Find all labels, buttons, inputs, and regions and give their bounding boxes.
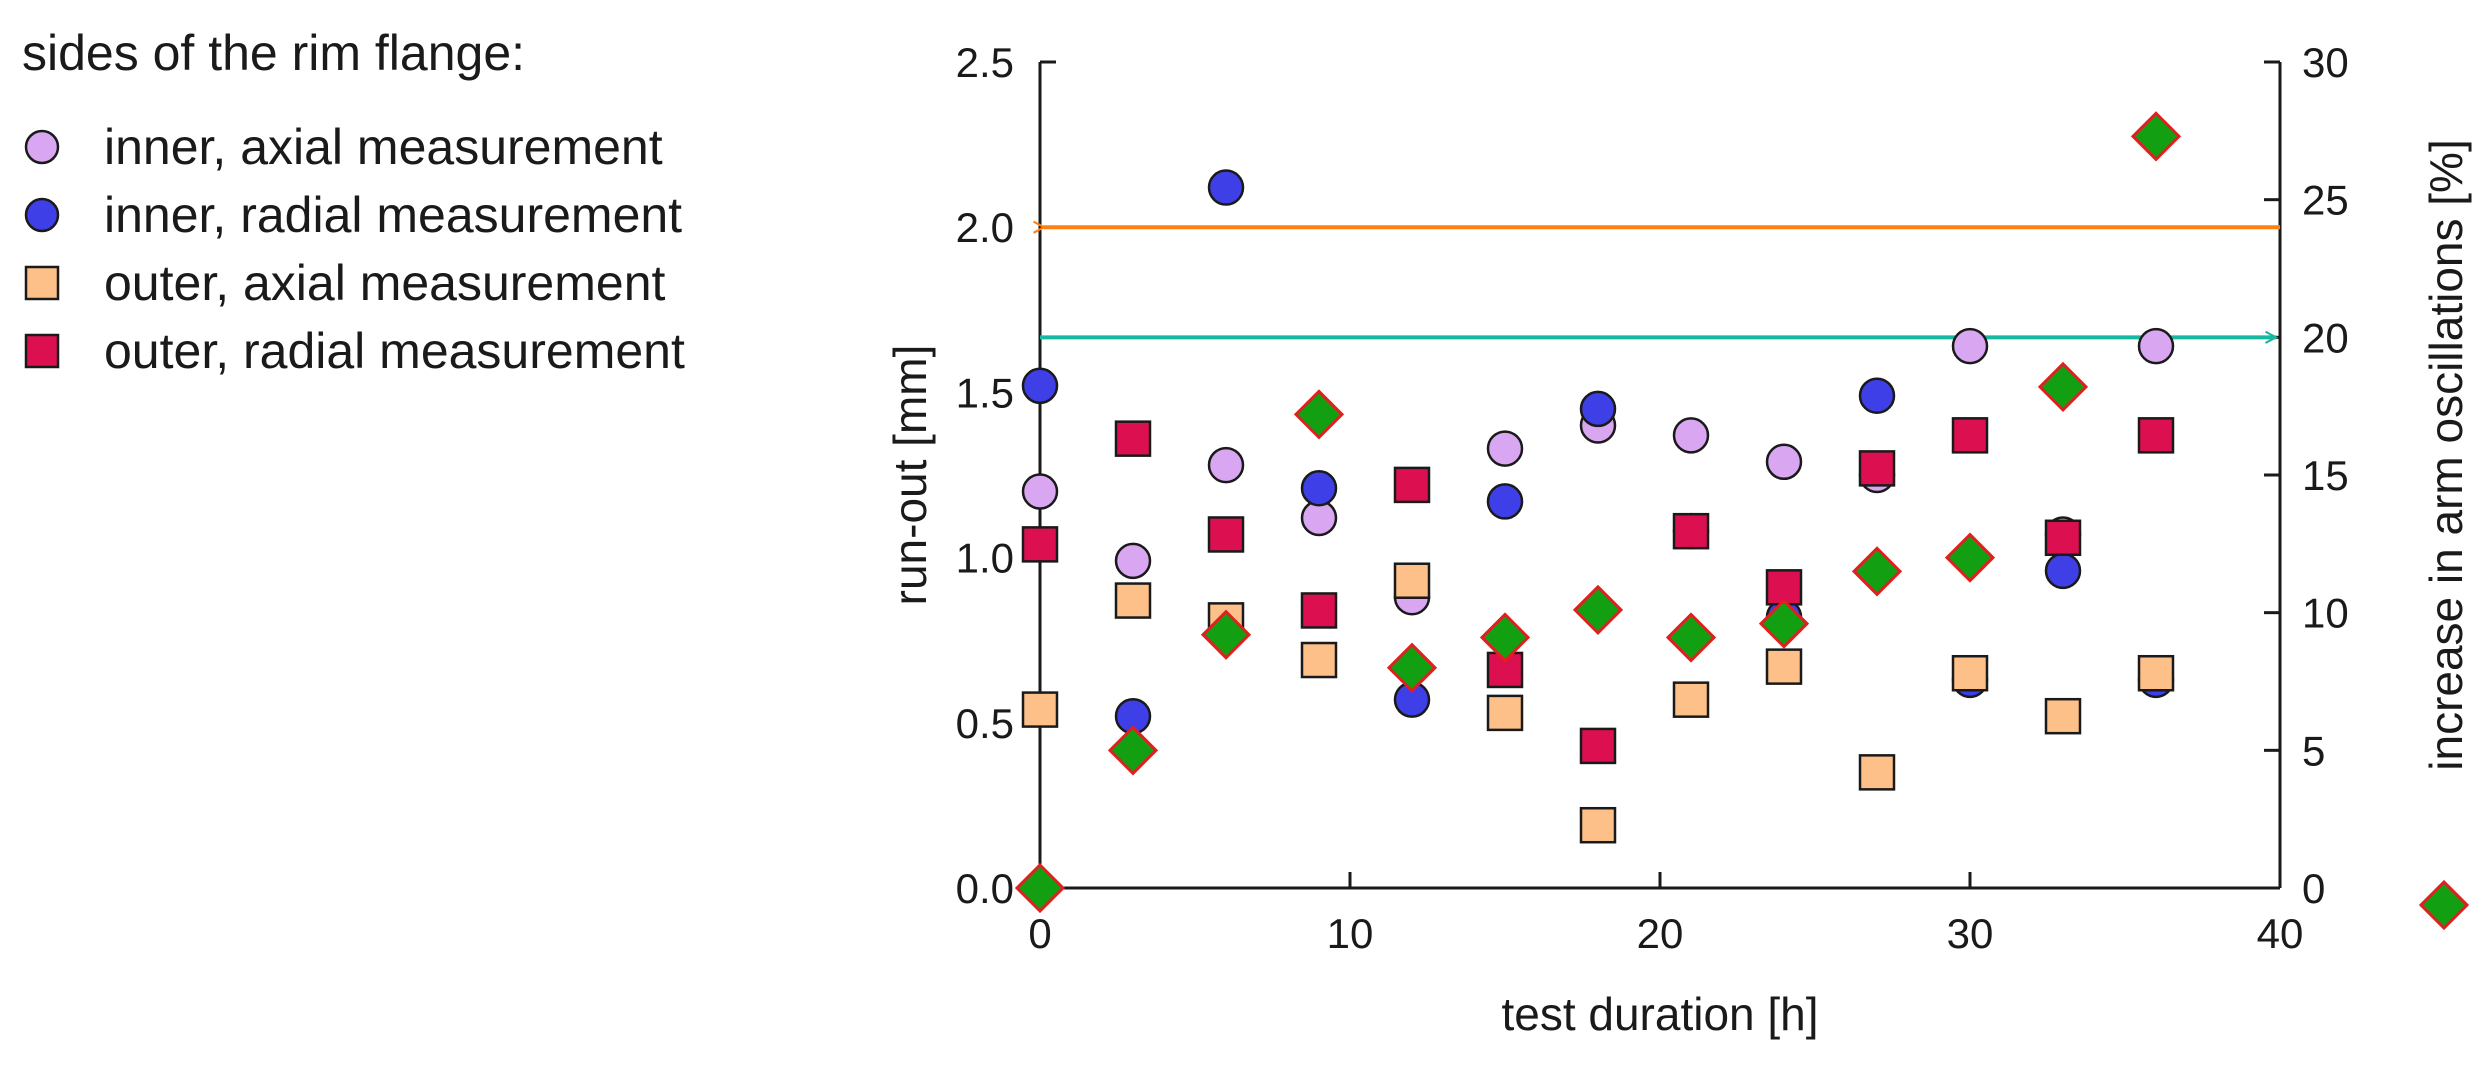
data-point [1386, 642, 1438, 693]
legend-marker [24, 129, 60, 165]
data-point [1672, 417, 1710, 454]
data-point [1479, 612, 1531, 663]
y2-axis-title: increase in arm oscillations [%] [2420, 139, 2472, 770]
series-inner-axial-measurement [1021, 327, 2175, 616]
y2-tick-label: 30 [2302, 39, 2349, 86]
data-point [1486, 483, 1524, 520]
data-point [1765, 648, 1803, 685]
data-point [1765, 443, 1803, 481]
data-point [2137, 654, 2175, 692]
data-point [1486, 694, 1524, 732]
legend-label: inner, radial measurement [104, 187, 682, 243]
data-point [1393, 562, 1431, 599]
annotation-arrows [1040, 227, 2280, 337]
data-point [1579, 806, 1617, 844]
data-point [1014, 862, 1066, 914]
data-point [2130, 111, 2182, 162]
data-point [1758, 598, 1810, 649]
data-point [2044, 519, 2082, 557]
data-point [1393, 466, 1431, 504]
data-point [1944, 532, 1996, 583]
legend-marker [24, 333, 60, 369]
data-point [1851, 546, 1903, 597]
data-point [2037, 361, 2089, 413]
legend-label: outer, axial measurement [104, 255, 666, 311]
data-point [1665, 612, 1717, 663]
data-point [1114, 420, 1152, 457]
y2-tick-label: 10 [2302, 590, 2349, 637]
y-tick-label: 1.0 [956, 535, 1014, 582]
y-tick-label: 1.5 [956, 369, 1014, 416]
legend-label: inner, axial measurement [104, 119, 663, 175]
data-point [1951, 654, 1989, 692]
series-increase-in-arm-oscillations [1014, 111, 2182, 914]
data-point [1951, 327, 1989, 365]
data-point [1858, 754, 1896, 791]
legend-title: sides of the rim flange: [22, 25, 525, 81]
legend-label: outer, radial measurement [104, 323, 685, 379]
data-point [1579, 390, 1617, 428]
ticks: 0 10 20 30 40 0.0 0.5 1.0 1.5 2.0 2.5 0 5 10 15 20 25 30 [956, 39, 2349, 957]
data-point [2137, 417, 2175, 454]
data-point [1300, 469, 1338, 507]
data-points [1014, 111, 2182, 914]
legend-marker [24, 265, 60, 301]
x-tick-label: 30 [1947, 910, 1994, 957]
data-point [1300, 641, 1338, 679]
data-point [1858, 377, 1896, 414]
data-point [1021, 526, 1059, 563]
legend: inner, axial measurement inner, radial me… [24, 119, 685, 379]
y-axis-title: run-out [mm] [884, 345, 936, 606]
x-tick-label: 0 [1028, 910, 1051, 957]
y2-tick-label: 15 [2302, 452, 2349, 499]
data-point [1207, 169, 1245, 206]
data-point [1107, 725, 1159, 776]
x-tick-label: 40 [2257, 910, 2304, 957]
y2-legend [2418, 879, 2470, 931]
data-point [1114, 542, 1152, 580]
y-tick-label: 0.5 [956, 700, 1014, 747]
data-point [2044, 552, 2082, 590]
data-point [1672, 681, 1710, 718]
data-point [1021, 473, 1059, 510]
data-point [1207, 446, 1245, 484]
data-point [1300, 592, 1338, 629]
data-point [1293, 389, 1345, 440]
x-tick-label: 10 [1327, 910, 1374, 957]
x-tick-label: 20 [1637, 910, 1684, 957]
y-tick-label: 2.5 [956, 39, 1014, 86]
series-inner-radial-measurement [1021, 169, 2175, 735]
y2-tick-label: 25 [2302, 177, 2349, 224]
data-point [1486, 430, 1524, 467]
legend-marker [24, 197, 60, 233]
data-point [1021, 691, 1059, 728]
y2-tick-label: 5 [2302, 727, 2325, 774]
y-tick-label: 0.0 [956, 865, 1014, 912]
series-outer-axial-measurement [1021, 562, 2175, 844]
x-axis-title: test duration [h] [1501, 988, 1818, 1040]
data-point [2044, 697, 2082, 735]
data-point [1207, 516, 1245, 553]
data-point [1200, 609, 1252, 660]
y-tick-label: 2.0 [956, 204, 1014, 251]
y2-legend-marker [2418, 879, 2470, 931]
data-point [1579, 727, 1617, 765]
data-point [1858, 450, 1896, 487]
data-point [1021, 367, 1059, 405]
y2-tick-label: 20 [2302, 314, 2349, 361]
data-point [1572, 584, 1624, 636]
data-point [1114, 582, 1152, 619]
data-point [1672, 512, 1710, 550]
data-point [1951, 417, 1989, 454]
y2-tick-label: 0 [2302, 865, 2325, 912]
data-point [2137, 327, 2175, 365]
